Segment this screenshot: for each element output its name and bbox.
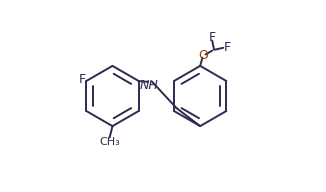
Text: CH₃: CH₃ (99, 137, 120, 147)
Text: F: F (224, 41, 230, 54)
Text: O: O (199, 49, 209, 62)
Text: F: F (79, 74, 86, 86)
Text: F: F (209, 31, 216, 44)
Text: NH: NH (140, 79, 158, 92)
